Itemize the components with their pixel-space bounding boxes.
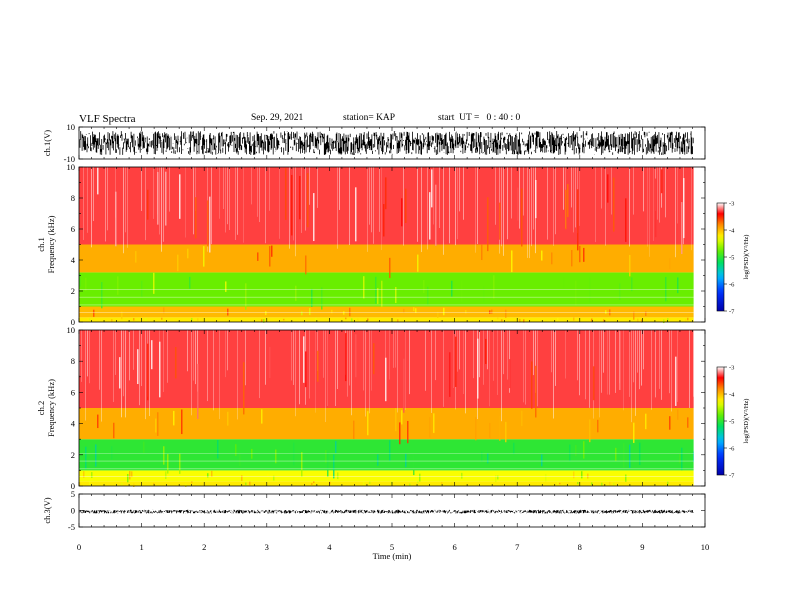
waveform-ch3-xtick-4: 4: [327, 542, 332, 552]
spectrogram-ch2-colorbar-tick-3: -6: [729, 446, 735, 453]
waveform-ch3-xtick-10: 10: [701, 542, 710, 552]
spectrogram-ch2-colorbar-tick-1: -4: [729, 392, 735, 399]
date-label: Sep. 29, 2021: [251, 113, 304, 123]
spectrogram-ch2-ytick-3: 6: [71, 387, 75, 397]
waveform-ch3-ytick-1: 0: [71, 506, 75, 516]
spectrogram-ch1-ytick-3: 6: [71, 224, 75, 234]
waveform-ch3-xtick-5: 5: [390, 542, 394, 552]
spectrogram-ch1-colorbar-tick-4: -7: [729, 309, 735, 316]
spectrogram-ch2-colorbar-tick-2: -5: [729, 419, 734, 426]
spectrogram-ch2-band-3: [79, 408, 694, 440]
spectrogram-ch1-band-3: [79, 244, 694, 273]
waveform-ch3-ylabel-0: ch.3(V): [42, 497, 52, 523]
waveform-ch3-ytick-0: -5: [68, 522, 75, 532]
spectrogram-ch2-texture: [79, 330, 695, 488]
spectrogram-ch1-colorbar-tick-3: -6: [729, 282, 735, 289]
spectrogram-ch1-ytick-2: 4: [71, 255, 76, 265]
waveform-ch3-xtick-7: 7: [515, 542, 519, 552]
waveform-ch1-ytick-0: -10: [64, 154, 75, 164]
spectrogram-ch2-ytick-5: 10: [67, 325, 76, 335]
spectrogram-ch2-ylabel-1: Frequency (kHz): [46, 379, 56, 437]
waveform-ch3-xtick-1: 1: [139, 542, 143, 552]
spectrogram-ch1-band-1: [79, 306, 694, 318]
waveform-ch3-xtick-3: 3: [265, 542, 269, 552]
waveform-ch3-xtick-0: 0: [77, 542, 81, 552]
spectrogram-ch1-band-0: [79, 317, 694, 322]
spectrogram-ch2-ytick-2: 4: [71, 419, 76, 429]
spectrogram-ch2-colorbar-label: log(PSD)(V²/Hz): [743, 399, 750, 444]
spectrogram-ch1-ytick-0: 0: [71, 317, 75, 327]
waveform-ch3-xtick-2: 2: [202, 542, 206, 552]
spectrogram-ch1-colorbar: -3 -4 -5 -6 -7 log(PSD)(V²/Hz): [716, 201, 750, 316]
waveform-ch1-trace: [79, 131, 694, 155]
spectrogram-ch1-ytick-5: 10: [67, 162, 76, 172]
spectrogram-ch1-ytick-1: 2: [71, 286, 75, 296]
spectrogram-ch1-colorbar-tick-1: -4: [729, 228, 735, 235]
waveform-ch1-ylabel-0: ch.1(V): [42, 130, 52, 156]
spectrogram-ch1-panel: 0 2 4 6 8 10 ch.1 Frequency (kHz): [36, 162, 706, 327]
spectrogram-ch1-ytick-4: 8: [71, 193, 75, 203]
spectrogram-ch1-texture: [79, 167, 694, 324]
waveform-ch1-panel: -10 10 ch.1(V): [42, 122, 706, 164]
waveform-ch1-ytick-1: 10: [67, 122, 76, 132]
chart-title: VLF Spectra: [79, 113, 136, 125]
spectrogram-ch2-ytick-4: 8: [71, 356, 75, 366]
spectrogram-ch2-colorbar-tick-4: -7: [729, 473, 735, 480]
spectrogram-ch1-ylabel-1: Frequency (kHz): [46, 215, 56, 273]
spectrogram-ch1-colorbar-tick-0: -3: [729, 201, 734, 208]
waveform-ch3-xtick-6: 6: [452, 542, 456, 552]
spectrogram-ch2-colorbar: -3 -4 -5 -6 -7 log(PSD)(V²/Hz): [716, 365, 750, 480]
x-axis-label: Time (min): [373, 551, 412, 561]
spectrogram-ch2-ylabel-0: ch.2: [36, 401, 46, 415]
spectrogram-ch2-ytick-0: 0: [71, 481, 75, 491]
spectrogram-ch2-ytick-1: 2: [71, 450, 75, 460]
spectrogram-ch2-panel: 0 2 4 6 8 10 ch.2 Frequency (kHz): [36, 325, 706, 491]
spectrogram-ch2-band-2: [79, 439, 694, 471]
waveform-ch3-trace: [79, 509, 694, 514]
spectrogram-ch2-band-1: [79, 470, 694, 482]
station-label: station= KAP: [343, 113, 396, 123]
spectrogram-ch2-colorbar-tick-0: -3: [729, 365, 734, 372]
waveform-ch3-xtick-8: 8: [578, 542, 582, 552]
spectrogram-ch1-ylabel-0: ch.1: [36, 237, 46, 251]
spectrogram-ch1-colorbar-label: log(PSD)(V²/Hz): [743, 235, 750, 280]
spectrogram-ch1-colorbar-tick-2: -5: [729, 255, 734, 262]
spectrogram-ch2-band-0: [79, 481, 694, 486]
waveform-ch3-xtick-9: 9: [640, 542, 644, 552]
waveform-ch3-ytick-2: 5: [71, 489, 75, 499]
start-time-label: start UT = 0 : 40 : 0: [438, 113, 521, 123]
